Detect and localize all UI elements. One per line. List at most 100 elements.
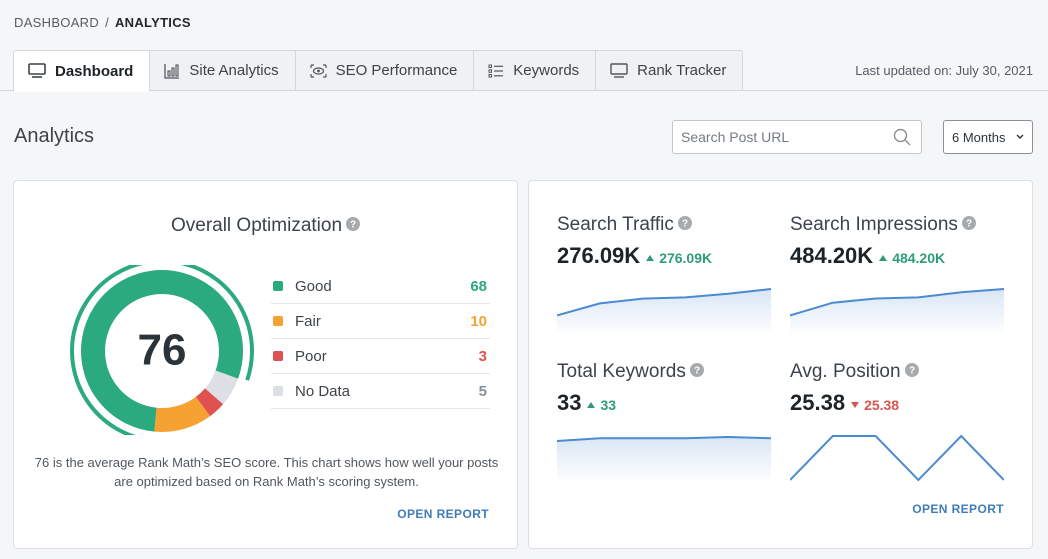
page-title: Analytics [14,125,95,147]
metric-title: Total Keywords? [557,361,771,383]
overall-optimization-card: Overall Optimization? 76 Good 68 Fair 10… [13,180,518,549]
tab-keywords[interactable]: Keywords [474,50,597,91]
sparkline-line [790,434,1004,482]
svg-text:?: ? [966,218,972,229]
bar-chart-icon [164,63,180,79]
legend-swatch-no-data [273,386,283,396]
chevron-down-icon [1016,134,1024,139]
metric-title: Search Traffic? [557,214,771,236]
tab-dashboard[interactable]: Dashboard [13,50,151,92]
legend-label: Poor [295,347,327,365]
metric-search-traffic: Search Traffic? 276.09K 276.09K [557,214,771,336]
breadcrumb-dashboard[interactable]: DASHBOARD [14,15,100,30]
metric-delta: 484.20K [879,250,945,266]
trend-up-icon [879,255,888,261]
help-icon[interactable]: ? [346,216,361,231]
metric-value-row: 33 33 [557,390,771,416]
metric-delta-value: 276.09K [659,250,713,266]
list-icon [488,64,504,77]
metric-value: 276.09K [557,243,641,268]
tab-dashboard-label: Dashboard [55,62,134,80]
donut-segment-poor [195,388,224,417]
optimization-description: 76 is the average Rank Math’s SEO score.… [34,455,499,489]
search-impressions-sparkline [790,288,1004,336]
svg-text:?: ? [694,365,700,376]
metric-delta: 25.38 [851,397,899,413]
tab-keywords-label: Keywords [513,62,580,79]
legend-count: 3 [478,347,487,365]
search-box [672,120,922,154]
sparkline-line [557,435,771,442]
tab-site-analytics-label: Site Analytics [189,62,279,79]
open-report-link[interactable]: OPEN REPORT [397,507,489,521]
metric-delta: 33 [587,397,616,413]
sparkline-area [557,289,771,336]
legend-label: Fair [295,312,321,330]
metrics-card: Search Traffic? 276.09K 276.09K Search Im… [528,180,1033,549]
metric-avg-position: Avg. Position? 25.38 25.38 [790,361,1004,482]
legend-swatch-fair [273,316,283,326]
legend-count: 10 [470,312,487,330]
trend-up-icon [587,402,596,408]
optimization-legend: Good 68 Fair 10 Poor 3 No Data 5 [271,269,490,409]
help-icon[interactable]: ? [961,215,976,230]
last-updated: Last updated on: July 30, 2021 [855,63,1033,78]
search-traffic-sparkline [557,288,771,336]
tab-site-analytics[interactable]: Site Analytics [150,50,296,91]
metric-search-impressions: Search Impressions? 484.20K 484.20K [790,214,1004,336]
metric-value: 33 [557,390,582,415]
legend-row-good: Good 68 [271,269,490,304]
legend-count: 68 [470,277,487,295]
metric-title-text: Search Impressions [790,214,958,235]
metric-value-row: 276.09K 276.09K [557,243,771,269]
trend-up-icon [646,255,655,261]
metric-delta-value: 33 [600,397,617,413]
help-icon[interactable]: ? [904,362,919,377]
legend-count: 5 [478,382,487,400]
tab-rank-tracker-label: Rank Tracker [637,62,727,79]
metric-title: Avg. Position? [790,361,1004,383]
donut-segment-no-data [204,370,239,405]
metric-value-row: 484.20K 484.20K [790,243,1004,269]
monitor-icon [28,63,46,78]
search-icon[interactable] [893,128,911,146]
overall-optimization-title-text: Overall Optimization [170,215,343,236]
tab-seo-performance[interactable]: SEO Performance [295,50,475,91]
legend-swatch-good [273,281,283,291]
breadcrumb-current: ANALYTICS [114,15,191,30]
metric-value: 484.20K [790,243,874,268]
metric-value-row: 25.38 25.38 [790,390,1004,416]
date-range-value: 6 Months [952,129,1006,145]
metric-title: Search Impressions? [790,214,1004,236]
sparkline-area [790,289,1004,336]
metric-title-text: Search Traffic [557,214,674,235]
tab-rank-tracker[interactable]: Rank Tracker [596,50,744,91]
legend-row-fair: Fair 10 [271,304,490,339]
overall-optimization-title: Overall Optimization? [14,215,517,237]
donut-segment-fair [154,396,211,432]
svg-text:?: ? [350,219,356,230]
legend-row-poor: Poor 3 [271,339,490,374]
score-donut-chart: 76 [70,265,254,435]
score-value: 76 [138,326,187,375]
tab-bar: Dashboard Site Analytics SEO Performance… [13,50,744,92]
svg-text:?: ? [909,365,915,376]
score-outer-arc [70,265,254,435]
avg-position-sparkline [790,434,1004,482]
sparkline-line [790,288,1004,317]
tab-seo-performance-label: SEO Performance [335,62,458,79]
metric-delta: 276.09K [646,250,712,266]
trend-down-icon [851,402,860,408]
metric-total-keywords: Total Keywords? 33 33 [557,361,771,483]
metric-title-text: Avg. Position [790,361,901,382]
help-icon[interactable]: ? [677,215,692,230]
open-report-link[interactable]: OPEN REPORT [912,502,1004,516]
monitor-icon [610,62,628,78]
search-input[interactable] [673,121,883,153]
date-range-select[interactable]: 6 Months [943,120,1033,154]
total-keywords-sparkline [557,435,771,483]
help-icon[interactable]: ? [689,362,704,377]
metric-title-text: Total Keywords [557,361,686,382]
donut-segment-good [81,270,243,432]
eye-icon [309,63,327,78]
